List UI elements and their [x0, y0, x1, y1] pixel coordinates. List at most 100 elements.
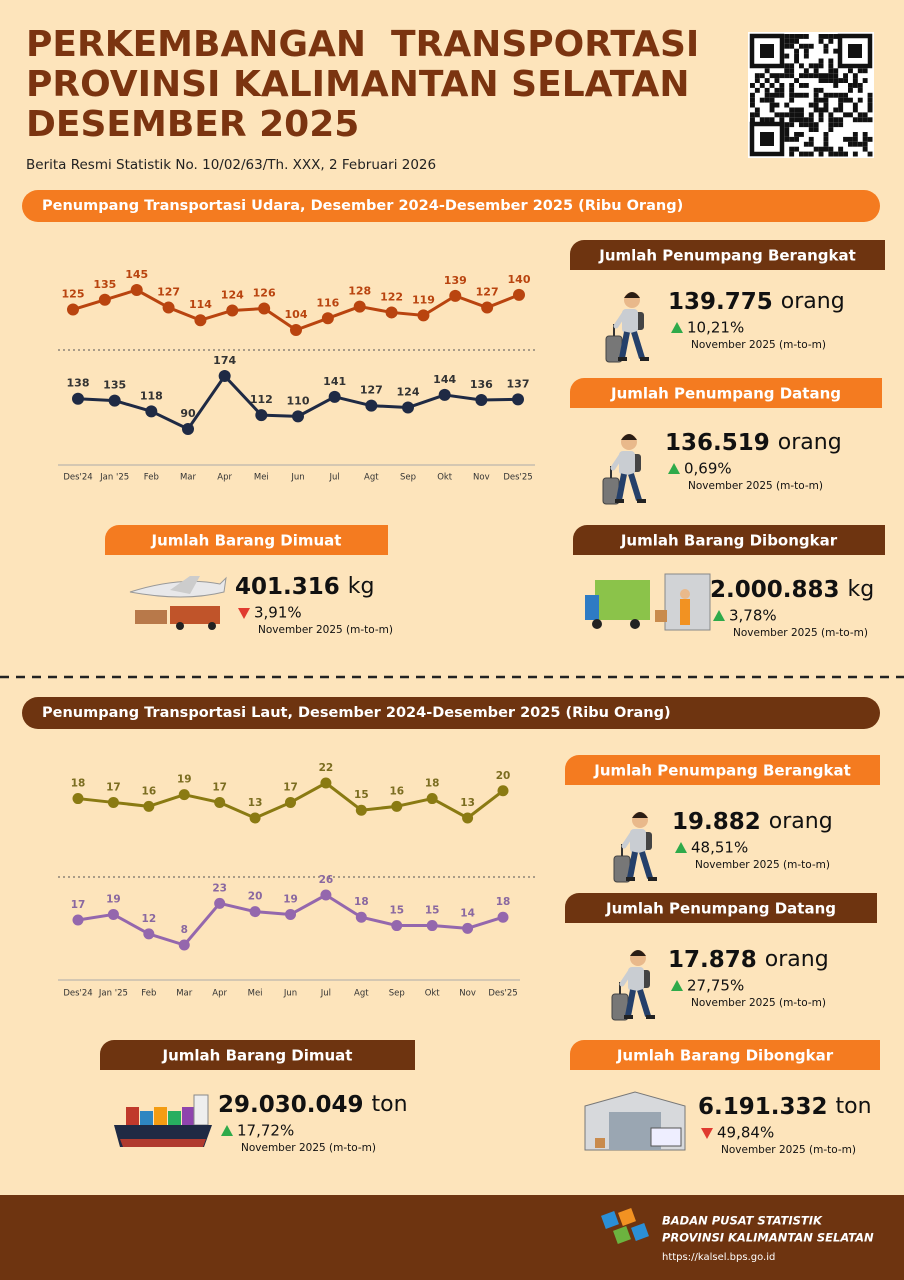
qr-cell — [784, 127, 790, 132]
x-tick-label: Mei — [254, 473, 269, 483]
footer-org: BADAN PUSAT STATISTIK — [662, 1214, 823, 1228]
qr-cell — [779, 87, 785, 93]
qr-cell — [789, 92, 795, 98]
hair — [621, 434, 637, 440]
qr-cell — [803, 53, 809, 59]
data-label: 18 — [354, 896, 369, 908]
qr-cell — [789, 107, 795, 113]
qr-cell — [857, 117, 863, 123]
x-tick-label: Jun — [283, 989, 297, 999]
arrow-down — [238, 608, 250, 619]
x-tick-label: Sep — [400, 473, 416, 483]
qr-cell — [794, 132, 799, 137]
leg — [637, 989, 651, 1017]
panel-change: 3,78% — [729, 607, 777, 625]
qr-cell — [754, 112, 760, 118]
qr-cell — [843, 92, 848, 98]
qr-cell — [750, 112, 755, 118]
qr-cell — [833, 122, 839, 128]
qr-finder — [760, 132, 774, 146]
panel-title: Jumlah Penumpang Berangkat — [593, 762, 851, 780]
qr-cell — [838, 78, 844, 83]
data-point — [417, 309, 430, 322]
data-point — [72, 914, 84, 926]
qr-cell — [823, 132, 829, 137]
panel-value: 29.030.049 — [218, 1092, 364, 1118]
data-point — [402, 401, 414, 414]
data-label: 127 — [157, 286, 180, 299]
qr-cell — [784, 132, 790, 137]
data-label: 127 — [476, 286, 499, 299]
qr-cell — [818, 63, 824, 69]
qr-cell — [799, 132, 804, 137]
qr-cell — [769, 92, 775, 98]
qr-cell — [838, 146, 844, 152]
qr-cell — [852, 141, 858, 147]
qr-cell — [848, 97, 853, 103]
qr-cell — [828, 127, 834, 132]
panel-value-line: 2.000.883 kg — [710, 577, 874, 603]
qr-cell — [794, 38, 799, 44]
qr-cell — [852, 102, 858, 108]
x-tick-label: Okt — [437, 473, 453, 483]
panel-change: 49,84% — [717, 1124, 774, 1142]
qr-cell — [862, 132, 868, 137]
qr-cell — [789, 87, 795, 93]
qr-cell — [823, 102, 829, 108]
qr-cell — [823, 136, 829, 142]
data-label: 144 — [433, 373, 456, 386]
qr-cell — [784, 43, 790, 49]
truck — [650, 1127, 682, 1147]
panel-change: 27,75% — [687, 977, 744, 995]
qr-cell — [828, 34, 834, 39]
data-point — [214, 897, 226, 909]
bps-logo — [601, 1208, 649, 1244]
qr-cell — [779, 112, 785, 118]
qr-cell — [794, 48, 799, 54]
wheel — [208, 622, 216, 630]
qr-cell — [784, 63, 790, 69]
worker — [680, 589, 690, 599]
qr-cell — [803, 92, 809, 98]
panel-value: 401.316 — [235, 574, 340, 600]
data-point — [285, 796, 296, 808]
qr-cell — [803, 151, 809, 157]
qr-cell — [764, 92, 770, 98]
data-point — [249, 906, 261, 918]
data-point — [218, 370, 231, 382]
qr-cell — [769, 83, 775, 88]
person-icon — [605, 292, 649, 363]
qr-cell — [828, 73, 834, 79]
qr-cell — [803, 48, 809, 54]
data-point — [512, 393, 524, 406]
qr-cell — [799, 92, 804, 98]
person-icon — [602, 434, 646, 505]
qr-cell — [750, 117, 755, 123]
x-tick-label: Des'25 — [488, 989, 517, 999]
qr-cell — [808, 136, 814, 142]
qr-cell — [852, 117, 858, 123]
qr-cell — [862, 117, 868, 123]
qr-cell — [789, 83, 795, 88]
qr-cell — [789, 136, 795, 142]
data-label: 19 — [177, 774, 192, 786]
panel-value-line: 6.191.332 ton — [698, 1094, 872, 1120]
qr-cell — [774, 73, 780, 79]
data-label: 90 — [180, 407, 196, 420]
arrow-up — [675, 842, 687, 853]
qr-cell — [808, 151, 814, 157]
qr-cell — [754, 107, 760, 113]
panel-banner — [570, 240, 885, 270]
data-point — [67, 303, 79, 316]
x-tick-label: Agt — [354, 989, 369, 999]
qr-cell — [833, 34, 839, 39]
qr-cell — [784, 136, 790, 142]
data-point — [462, 922, 474, 934]
arrow-up — [713, 610, 725, 621]
qr-cell — [813, 127, 819, 132]
panel-value-line: 401.316 kg — [235, 574, 374, 600]
qr-cell — [754, 73, 760, 79]
data-point — [255, 409, 268, 422]
panel-unit: orang — [778, 430, 842, 455]
qr-cell — [843, 112, 848, 118]
